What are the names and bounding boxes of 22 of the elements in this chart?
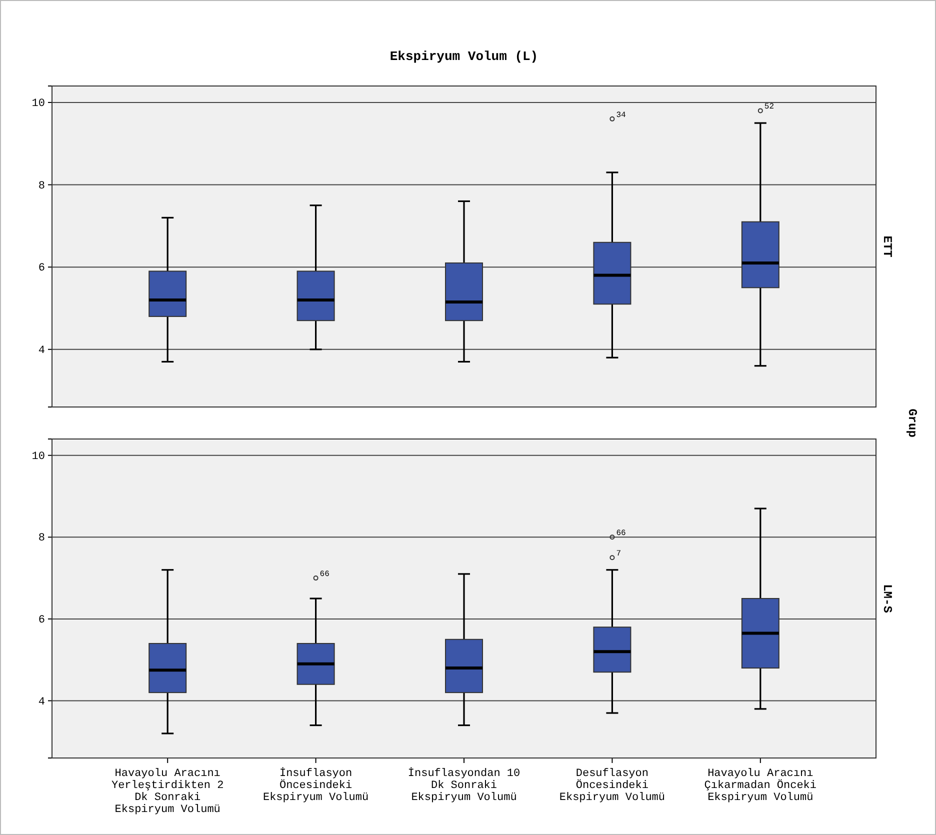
- y-tick-label: 8: [38, 180, 45, 192]
- y-tick-label: 6: [38, 262, 45, 275]
- y2-axis-title: LM-S: [880, 584, 894, 613]
- annotation: 52: [764, 102, 774, 112]
- y-tick-label: 4: [38, 696, 46, 708]
- annotation: 7: [616, 550, 622, 559]
- chart-title: Ekspiryum Volum (L): [390, 49, 538, 64]
- x-tick-label: İnsuflasyondan 10 Dk Sonraki Ekspiryum Volumü: [408, 767, 520, 804]
- annotation: 66: [616, 529, 626, 538]
- x-tick-label: İnsuflasyon Öncesindeki Ekspiryum Volumü: [262, 767, 369, 804]
- y-tick-label: 10: [32, 98, 45, 110]
- text: Grup: [905, 408, 919, 438]
- y-tick-label: 10: [32, 450, 45, 463]
- x-tick-label: Havayolu Aracını Çıkarmadan Önceki Ekspiryum Volumü: [704, 768, 817, 804]
- annotation: 34: [616, 110, 626, 120]
- y2-axis-title: ETT: [880, 236, 894, 258]
- x-tick-label: Desuflasyon Öncesindeki Ekspiryum Volumü: [559, 768, 666, 804]
- y-tick-label: 8: [38, 532, 45, 545]
- y-tick-label: 4: [38, 344, 46, 357]
- y-tick-label: 6: [38, 614, 45, 626]
- x-tick-label: Havayolu Aracını Yerleştirdikten 2 Dk Sonraki Ekspiryum Volumü: [111, 768, 224, 816]
- annotation: 66: [320, 570, 330, 580]
